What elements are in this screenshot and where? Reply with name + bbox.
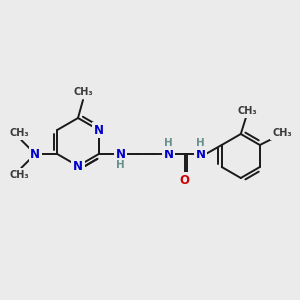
Text: CH₃: CH₃ (238, 106, 258, 116)
Text: N: N (116, 148, 126, 160)
Text: O: O (180, 173, 190, 187)
Text: N: N (94, 124, 104, 136)
Text: N: N (73, 160, 83, 172)
Text: CH₃: CH₃ (9, 170, 29, 180)
Text: N: N (30, 148, 40, 160)
Text: N: N (164, 148, 174, 160)
Text: CH₃: CH₃ (9, 128, 29, 138)
Text: H: H (116, 160, 125, 170)
Text: N: N (196, 148, 206, 160)
Text: CH₃: CH₃ (73, 87, 93, 97)
Text: H: H (164, 138, 173, 148)
Text: H: H (196, 138, 205, 148)
Text: CH₃: CH₃ (272, 128, 292, 138)
